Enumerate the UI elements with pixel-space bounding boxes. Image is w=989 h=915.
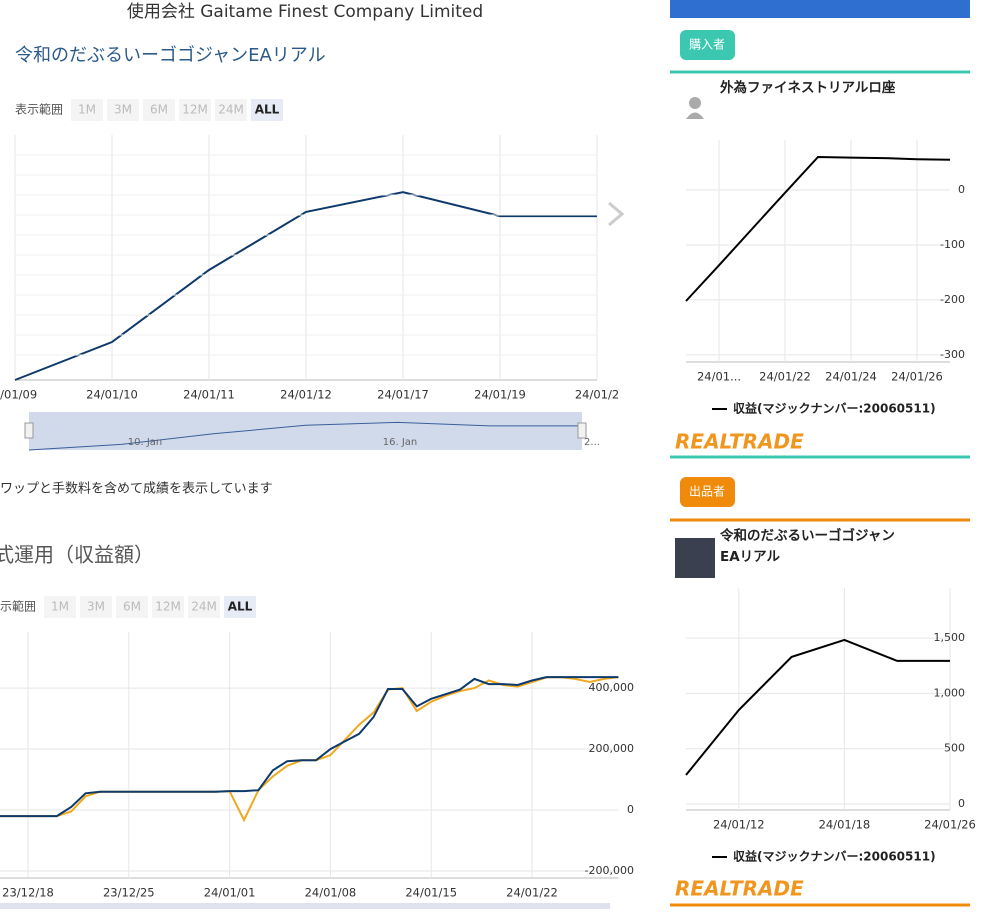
range-button-label[interactable]: 1M <box>51 600 69 614</box>
y-tick-label: 0 <box>958 797 965 810</box>
banner[interactable] <box>670 0 970 18</box>
x-tick-label: 24/01/18 <box>819 818 871 832</box>
series-line <box>685 155 951 302</box>
navigator-label: 2... <box>584 437 600 448</box>
y-tick-label: 400,000 <box>589 681 635 694</box>
navigator[interactable] <box>29 412 582 450</box>
range-button[interactable] <box>80 596 112 618</box>
y-tick-label: -200,000 <box>585 864 634 877</box>
range-button[interactable] <box>143 99 175 121</box>
range-button-label[interactable]: 24M <box>218 103 244 117</box>
y-tick-label: 0 <box>627 803 634 816</box>
avatar <box>686 112 704 119</box>
range-button-label[interactable]: 3M <box>114 103 132 117</box>
x-tick-label: 24/01/26 <box>924 818 976 832</box>
x-tick-label: 24/01/22 <box>506 886 558 900</box>
range-button[interactable] <box>152 596 184 618</box>
buyer-name-box: 外為ファイネストリアルロ座 <box>720 80 896 96</box>
navigator-label: 10. Jan <box>128 437 163 448</box>
x-tick-label: 24/01/2 <box>575 388 619 402</box>
range-button-label[interactable]: ALL <box>228 600 253 614</box>
x-tick-label: 23/12/25 <box>103 886 155 900</box>
navigator-handle[interactable] <box>24 422 34 439</box>
range-button-label[interactable]: 6M <box>123 600 141 614</box>
x-tick-label: 24/01/22 <box>759 370 811 384</box>
x-tick-label: 24/01/26 <box>891 370 943 384</box>
y-tick-label: 1,000 <box>934 686 966 699</box>
range-button[interactable] <box>179 99 211 121</box>
range-label: 表示範囲 <box>0 599 36 614</box>
logo[interactable]: REALTRADE <box>675 430 804 454</box>
y-tick-label: 500 <box>944 742 965 755</box>
scrollbar[interactable] <box>0 903 610 909</box>
buyer-badge: 購入者 <box>689 38 725 52</box>
badge-bg <box>680 30 735 60</box>
range-button[interactable] <box>251 99 283 121</box>
seller-badge: 出品者 <box>689 485 725 499</box>
y-tick-label: -100 <box>940 238 965 251</box>
legend-label: 収益(マジックナンバー:20060511) <box>733 849 936 864</box>
x-tick-label: 24/01/17 <box>377 388 429 402</box>
x-tick-label: 24/01/19 <box>474 388 526 402</box>
y-tick-label: 200,000 <box>589 742 635 755</box>
x-tick-label: 24/01/12 <box>713 818 765 832</box>
legend-label: 収益(マジックナンバー:20060511) <box>733 401 936 416</box>
range-button-label[interactable]: 6M <box>150 103 168 117</box>
range-button-label[interactable]: 12M <box>155 600 181 614</box>
series-line <box>14 191 597 381</box>
range-button[interactable] <box>188 596 220 618</box>
x-tick-label: 24/01... <box>697 370 741 384</box>
seller-name: 令和のだぶるいーゴゴジャンEAリアル <box>720 528 895 565</box>
x-tick-label: 23/12/18 <box>2 886 54 900</box>
logo[interactable]: REALTRADE <box>675 877 804 901</box>
x-tick-label: 4/01/09 <box>0 388 37 402</box>
next-arrow[interactable] <box>608 201 625 227</box>
x-tick-label: 24/01/10 <box>86 388 138 402</box>
buyer-name: 外為ファイネストリアルロ座 <box>720 80 896 96</box>
x-tick-label: 24/01/11 <box>183 388 235 402</box>
thumbnail <box>675 538 715 578</box>
navigator-label: 16. Jan <box>383 437 418 448</box>
series-line <box>685 638 950 776</box>
x-tick-label: 24/01/12 <box>280 388 332 402</box>
y-tick-label: 0 <box>958 183 965 196</box>
range-button[interactable] <box>215 99 247 121</box>
x-tick-label: 24/01/15 <box>405 886 457 900</box>
y-tick-label: -300 <box>940 348 965 361</box>
series-line <box>0 676 619 818</box>
badge-bg <box>680 477 735 507</box>
navigator-handle[interactable] <box>577 422 587 439</box>
navigator-line <box>28 421 582 451</box>
avatar <box>689 97 701 109</box>
range-button-label[interactable]: ALL <box>255 103 280 117</box>
x-tick-label: 24/01/01 <box>204 886 256 900</box>
section-title: 式運用（収益額） <box>0 543 154 567</box>
company: 使用会社 Gaitame Finest Company Limited <box>127 1 483 22</box>
page-title: 令和のだぶるいーゴゴジャンEAリアル <box>15 45 326 66</box>
x-tick-label: 24/01/08 <box>305 886 357 900</box>
note: ワップと手数料を含めて成績を表示しています <box>0 481 273 497</box>
range-button-label[interactable]: 1M <box>78 103 96 117</box>
seller-name-box: 令和のだぶるいーゴゴジャンEAリアル <box>720 528 895 565</box>
range-button[interactable] <box>224 596 256 618</box>
range-label: 表示範囲 <box>15 102 63 117</box>
range-button[interactable] <box>116 596 148 618</box>
range-button-label[interactable]: 24M <box>191 600 217 614</box>
x-tick-label: 24/01/24 <box>825 370 877 384</box>
y-tick-label: 1,500 <box>934 631 966 644</box>
range-button-label[interactable]: 3M <box>87 600 105 614</box>
range-button[interactable] <box>44 596 76 618</box>
range-button[interactable] <box>107 99 139 121</box>
range-button-label[interactable]: 12M <box>182 103 208 117</box>
y-tick-label: -200 <box>940 293 965 306</box>
range-button[interactable] <box>71 99 103 121</box>
